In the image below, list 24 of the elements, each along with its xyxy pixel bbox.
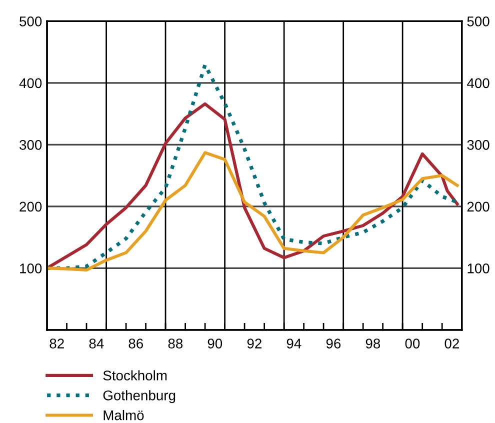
x-tick-label: 02 (444, 338, 459, 348)
x-tick-label: 94 (286, 338, 302, 348)
x-tick-label: 88 (168, 338, 183, 348)
x-tick-label: 96 (326, 338, 341, 348)
y2-tick-label: 500 (467, 16, 490, 26)
x-tick-label: 92 (247, 338, 262, 348)
y2-tick-label: 400 (467, 78, 490, 88)
x-tick-label: 98 (366, 338, 380, 348)
y2-tick-label: 200 (467, 202, 490, 212)
x-tick-label: 84 (89, 338, 104, 348)
y-tick-label: 300 (20, 140, 42, 150)
x-tick-label: 00 (405, 338, 420, 348)
legend-label: Gothenburg (103, 390, 176, 404)
y2-tick-label: 300 (467, 140, 490, 150)
y2-tick-label: 100 (468, 264, 490, 274)
y-tick-label: 400 (19, 78, 42, 88)
x-tick-label: 86 (128, 338, 143, 348)
y-tick-label: 100 (20, 264, 42, 274)
x-tick-label: 82 (50, 338, 64, 348)
legend-label: Malmö (104, 410, 144, 420)
x-tick-label: 90 (208, 338, 222, 348)
y-tick-label: 500 (20, 16, 42, 26)
legend-label: Stockholm (103, 370, 167, 380)
y-tick-label: 200 (20, 202, 42, 212)
